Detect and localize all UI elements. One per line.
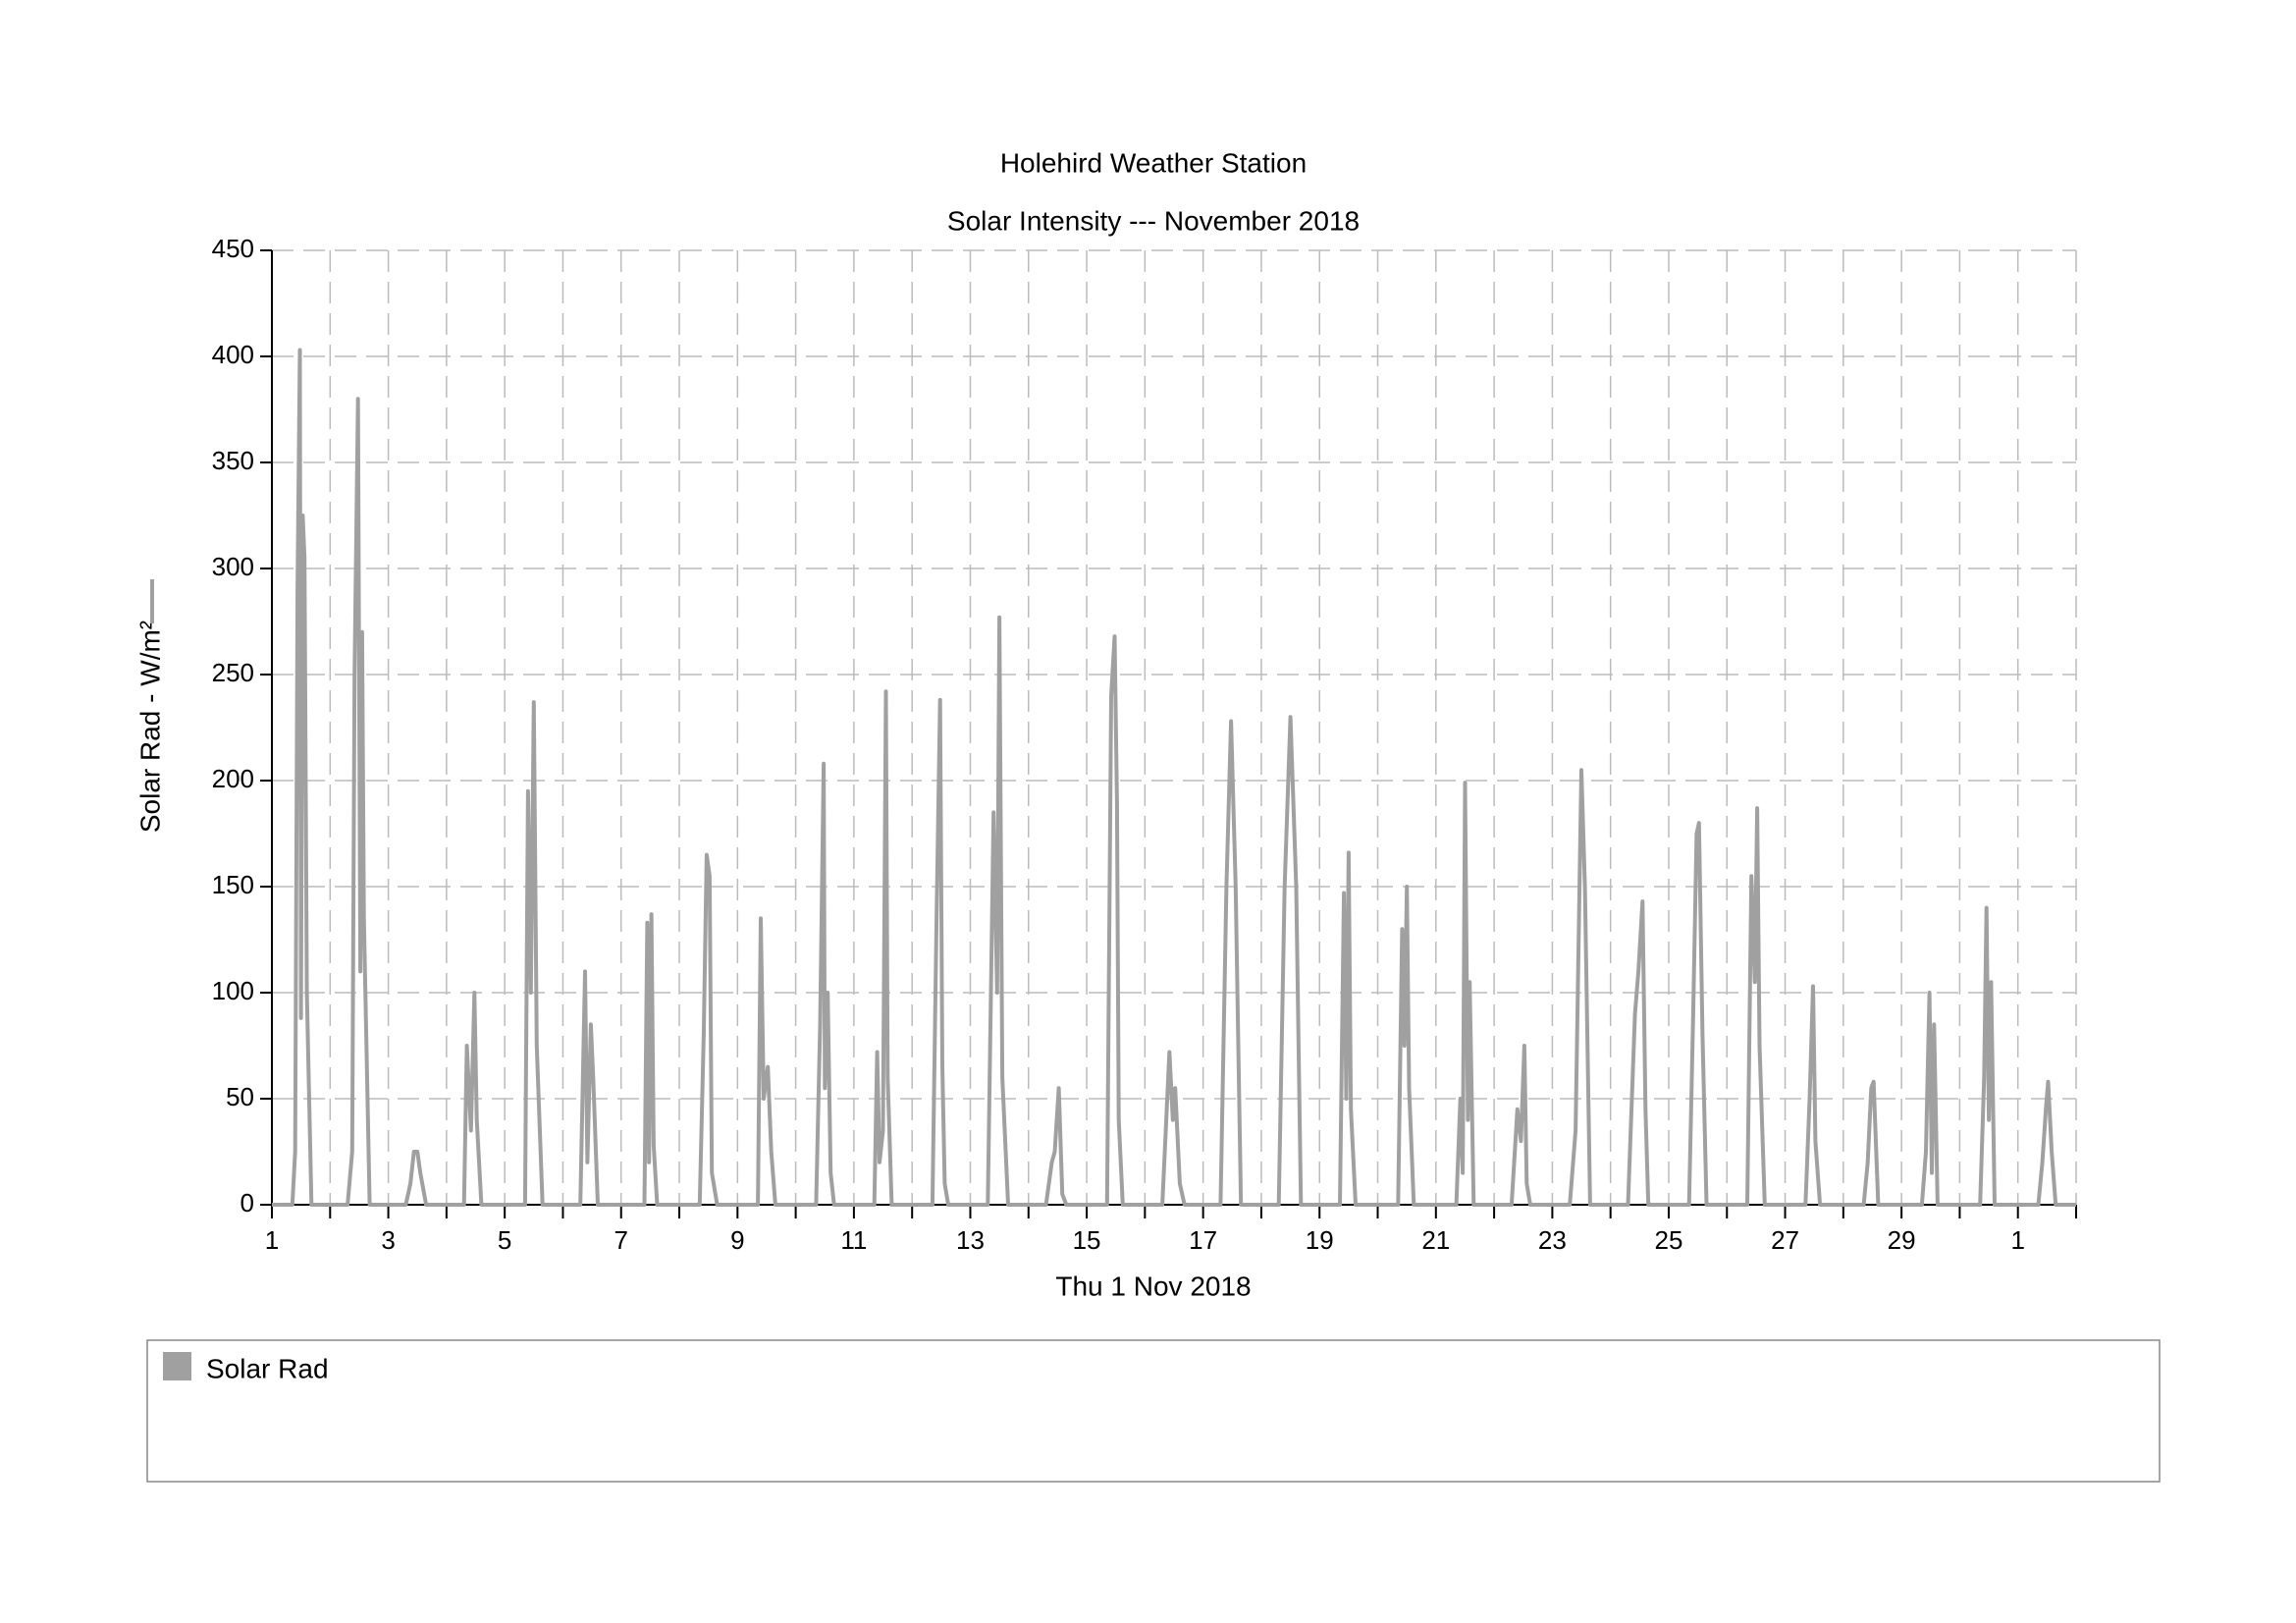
x-tick-label: 29 xyxy=(1888,1225,1916,1255)
legend: Solar Rad xyxy=(163,1352,329,1383)
y-tick-label: 150 xyxy=(212,870,254,899)
x-tick-label: 1 xyxy=(2010,1225,2024,1255)
x-tick-label: 3 xyxy=(381,1225,395,1255)
x-tick-label: 21 xyxy=(1421,1225,1450,1255)
x-tick-label: 23 xyxy=(1538,1225,1567,1255)
y-tick-label: 250 xyxy=(212,658,254,687)
y-tick-label: 400 xyxy=(212,340,254,369)
x-tick-label: 9 xyxy=(730,1225,744,1255)
y-tick-label: 200 xyxy=(212,764,254,793)
x-tick-label: 19 xyxy=(1306,1225,1334,1255)
x-tick-label: 15 xyxy=(1073,1225,1101,1255)
y-tick-label: 450 xyxy=(212,234,254,263)
y-tick-label: 50 xyxy=(226,1082,254,1111)
x-tick-label: 25 xyxy=(1655,1225,1683,1255)
x-tick-label: 27 xyxy=(1771,1225,1799,1255)
y-tick-label: 100 xyxy=(212,976,254,1005)
x-tick-label: 13 xyxy=(956,1225,985,1255)
legend-box xyxy=(146,1339,2161,1483)
x-tick-label: 11 xyxy=(840,1225,867,1255)
legend-swatch xyxy=(163,1352,191,1380)
x-tick-label: 5 xyxy=(498,1225,511,1255)
x-axis-label: Thu 1 Nov 2018 xyxy=(1055,1271,1251,1301)
chart-title: Holehird Weather Station xyxy=(1000,147,1307,178)
y-tick-label: 300 xyxy=(212,552,254,581)
series-line xyxy=(272,348,2076,1207)
x-tick-label: 1 xyxy=(265,1225,279,1255)
y-tick-label: 0 xyxy=(240,1188,254,1217)
y-tick-label: 350 xyxy=(212,446,254,475)
chart-subtitle: Solar Intensity --- November 2018 xyxy=(947,205,1360,236)
x-tick-label: 7 xyxy=(614,1225,628,1255)
y-axis-label: Solar Rad - W/m² xyxy=(134,621,165,833)
legend-label: Solar Rad xyxy=(206,1353,329,1383)
x-tick-label: 17 xyxy=(1189,1225,1217,1255)
